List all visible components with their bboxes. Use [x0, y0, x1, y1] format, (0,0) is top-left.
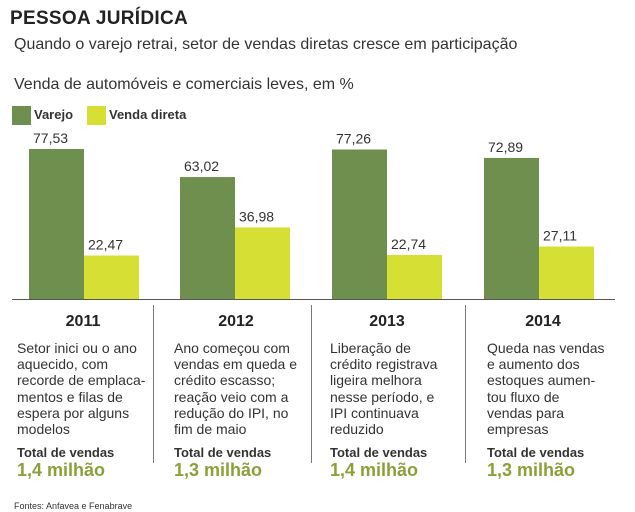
data-label-venda-direta-2014: 27,11: [543, 228, 577, 244]
year-label-2013: 2013: [369, 313, 405, 330]
bar-varejo-2013: [332, 149, 387, 299]
data-label-varejo-2013: 77,26: [336, 131, 371, 147]
total-sales-label-2014: Total de vendas: [487, 445, 585, 460]
bar-varejo-2014: [484, 157, 539, 299]
legend-swatch-varejo: [12, 106, 31, 125]
total-sales-value-2014: 1,3 milhão: [487, 460, 576, 480]
page-subtitle: Quando o varejo retrai, setor de vendas …: [14, 36, 518, 53]
panel-description-2014: Queda nas vendas e aumento dos estoques …: [487, 340, 605, 438]
data-label-venda-direta-2013: 22,74: [391, 236, 426, 252]
data-label-venda-direta-2011: 22,47: [88, 237, 123, 253]
legend-label-varejo: Varejo: [34, 107, 74, 122]
data-label-varejo-2011: 77,53: [33, 130, 68, 146]
legend-swatch-venda-direta: [87, 106, 106, 125]
total-sales-value-2011: 1,4 milhão: [17, 460, 106, 480]
legend-label-venda-direta: Venda direta: [109, 107, 187, 122]
bar-varejo-2011: [29, 148, 84, 299]
panel-description-2012: Ano começou com vendas em queda e crédit…: [174, 340, 297, 438]
bar-venda-direta-2011: [84, 255, 139, 299]
total-sales-label-2011: Total de vendas: [17, 445, 115, 460]
bar-chart: 77,53 22,47 63,02 36,98 77,26 22,74 72,89 27,11: [12, 130, 615, 300]
panel-description-2013: Liberação de crédito registrava ligeira …: [330, 340, 438, 438]
bar-venda-direta-2013: [387, 254, 442, 299]
panel-description-2011: Setor inici ou o ano aquecido, com recor…: [17, 340, 146, 438]
source-note: Fontes: Anfavea e Fenabrave: [14, 501, 133, 511]
bar-venda-direta-2012: [235, 227, 290, 299]
year-label-2012: 2012: [218, 313, 254, 330]
data-label-varejo-2014: 72,89: [488, 139, 523, 155]
chart-title: Venda de automóveis e comerciais leves, …: [14, 76, 354, 93]
page-title: PESSOA JURÍDICA: [10, 8, 188, 29]
column-divider: [465, 305, 466, 463]
total-sales-label-2012: Total de vendas: [174, 445, 272, 460]
column-divider: [311, 305, 312, 463]
data-label-varejo-2012: 63,02: [184, 158, 219, 174]
year-label-2014: 2014: [525, 313, 561, 330]
year-label-2011: 2011: [65, 313, 101, 330]
data-label-venda-direta-2012: 36,98: [239, 208, 274, 224]
total-sales-label-2013: Total de vendas: [330, 445, 428, 460]
column-divider: [153, 305, 154, 463]
bar-varejo-2012: [180, 177, 235, 299]
bar-venda-direta-2014: [539, 246, 594, 299]
total-sales-value-2012: 1,3 milhão: [174, 460, 263, 480]
total-sales-value-2013: 1,4 milhão: [330, 460, 419, 480]
